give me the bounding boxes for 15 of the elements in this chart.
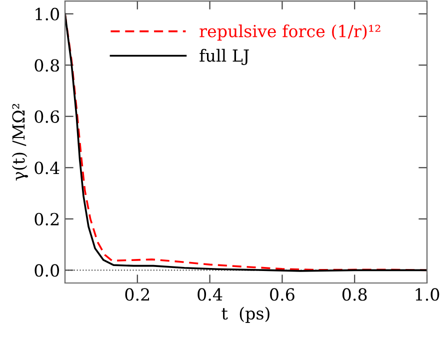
y-tick-label: 0.0 <box>34 264 60 277</box>
x-tick-label: 0.2 <box>125 288 150 301</box>
x-tick-label: 1.0 <box>416 288 440 301</box>
x-tick-label: 0.6 <box>270 288 294 301</box>
y-tick-label: 0.2 <box>34 212 59 226</box>
y-tick-label: 0.4 <box>34 162 60 174</box>
y-tick-label: 0.6 <box>34 110 60 123</box>
legend-label: repulsive force (1/r)¹² <box>200 24 380 41</box>
y-tick-label: 0.8 <box>34 59 60 72</box>
x-axis-title: t (ps) <box>222 306 270 323</box>
y-tick-label: 1.0 <box>36 8 60 20</box>
y-axis-title: γ(t) /MΩ² <box>12 104 28 180</box>
x-tick-label: 0.8 <box>342 288 367 301</box>
legend-label: full LJ <box>200 48 249 66</box>
x-tick-label: 0.4 <box>198 288 222 301</box>
